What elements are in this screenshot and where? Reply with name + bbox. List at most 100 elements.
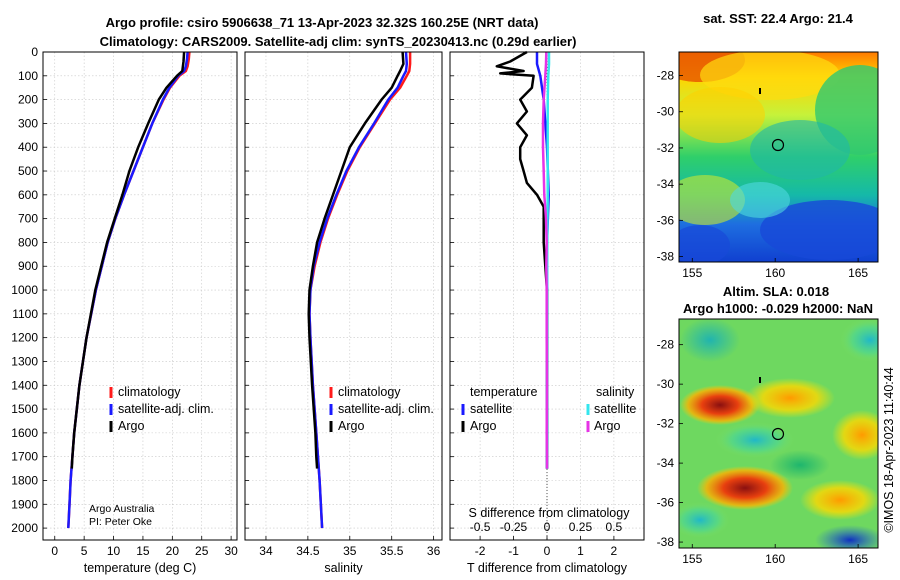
tick-label-x: 36 xyxy=(427,544,441,558)
salinity-panel: 34 34.5 35 35.5 36 salinity xyxy=(244,51,443,575)
map-tick-label-x: 155 xyxy=(682,552,702,566)
tick-label-depth: 1700 xyxy=(11,450,38,464)
legend-label-climatology: climatology xyxy=(338,385,401,399)
tick-label-depth: 100 xyxy=(18,69,38,83)
difference-legend: temperature salinity satellite Argo sate… xyxy=(461,385,636,433)
map-tick-label-x: 165 xyxy=(848,552,868,566)
tick-label-depth: 800 xyxy=(18,235,38,249)
tick-label-x2: 0 xyxy=(544,520,551,534)
axis-label-x: T difference from climatology xyxy=(467,561,628,575)
sst-map-title: sat. SST: 22.4 Argo: 21.4 xyxy=(703,11,854,26)
sst-map-frame xyxy=(678,51,879,263)
map-tick-label-y: -38 xyxy=(657,535,675,549)
tick-label-depth: 600 xyxy=(18,188,38,202)
map-tick-label-y: -28 xyxy=(657,338,675,352)
legend-label-satellite: satellite-adj. clim. xyxy=(118,402,214,416)
tick-label-depth: 1900 xyxy=(11,497,38,511)
legend-label-argo: Argo xyxy=(338,419,364,433)
axis-label-x: salinity xyxy=(324,561,363,575)
tick-label-depth: 1000 xyxy=(11,283,38,297)
map-tick-label-x: 155 xyxy=(682,266,702,280)
legend-title-salinity: salinity xyxy=(596,385,635,399)
tick-label-x2: 0.5 xyxy=(606,520,623,534)
tick-label-depth: 1100 xyxy=(12,307,38,321)
map-tick-label-y: -34 xyxy=(657,177,675,191)
tick-label-x: 2 xyxy=(611,544,618,558)
map-tick-label-x: 165 xyxy=(848,266,868,280)
tick-label-depth: 1200 xyxy=(11,331,38,345)
series-line-climatology xyxy=(308,52,412,529)
tick-label-x: -1 xyxy=(508,544,519,558)
tick-label-depth: 1800 xyxy=(11,473,38,487)
sla-map-axes: 155 160 165 -28 -30 -32 -34 -36 -38 xyxy=(657,338,869,566)
sla-map-subtitle: Argo h1000: -0.029 h2000: NaN xyxy=(683,301,873,316)
tick-label-depth: 1500 xyxy=(11,402,38,416)
argo-position-marker xyxy=(771,427,785,441)
tick-label-x: 5 xyxy=(81,544,88,558)
tick-label-depth: 2000 xyxy=(11,521,38,535)
tick-label-x2: -0.5 xyxy=(470,520,491,534)
map-tick-label-x: 160 xyxy=(765,552,785,566)
legend-label-climatology: climatology xyxy=(118,385,181,399)
tick-label-depth: 500 xyxy=(18,164,38,178)
legend-label-t-argo: Argo xyxy=(470,419,496,433)
legend-label-s-satellite: satellite xyxy=(594,402,636,416)
tick-label-x: 35 xyxy=(343,544,357,558)
tick-label-x: 0 xyxy=(544,544,551,558)
series-line-argo xyxy=(307,51,405,469)
map-tick-label-y: -36 xyxy=(657,496,675,510)
legend-title-temperature: temperature xyxy=(470,385,537,399)
tick-label-depth: 300 xyxy=(18,116,38,130)
map-tick-label-x: 160 xyxy=(765,266,785,280)
tick-label-x: 35.5 xyxy=(380,544,404,558)
salinity-legend: climatology satellite-adj. clim. Argo xyxy=(329,385,434,433)
map-tick-label-y: -30 xyxy=(657,377,675,391)
map-tick-label-y: -28 xyxy=(657,69,675,83)
tick-label-x: 34.5 xyxy=(296,544,320,558)
tick-label-x2: -0.25 xyxy=(500,520,528,534)
sla-map-title: Altim. SLA: 0.018 xyxy=(723,284,829,299)
map-tick-label-y: -32 xyxy=(657,417,675,431)
legend-label-argo: Argo xyxy=(118,419,144,433)
sla-map: Altim. SLA: 0.018 Argo h1000: -0.029 h20… xyxy=(657,284,879,566)
map-tick-label-y: -30 xyxy=(657,105,675,119)
map-tick-label-y: -34 xyxy=(657,456,675,470)
sla-map-frame xyxy=(678,318,879,549)
imos-watermark: ©IMOS 18-Apr-2023 11:40:44 xyxy=(882,367,896,532)
legend-label-t-satellite: satellite xyxy=(470,402,512,416)
tick-label-x: 25 xyxy=(195,544,209,558)
tick-label-depth: 200 xyxy=(18,93,38,107)
tick-label-x: 1 xyxy=(577,544,584,558)
temperature-panel: 0 100 200 300 400 500 600 700 800 900 1000 1100 1200… xyxy=(11,45,238,575)
tick-label-x: 30 xyxy=(224,544,238,558)
legend-label-s-argo: Argo xyxy=(594,419,620,433)
map-tick-label-y: -36 xyxy=(657,213,675,227)
difference-panel: -2 -1 0 1 2 T difference from climatology -0.5… xyxy=(449,50,645,575)
tick-label-depth: 1300 xyxy=(11,354,38,368)
axis-label-x: temperature (deg C) xyxy=(84,561,197,575)
tick-label-depth: 700 xyxy=(18,212,38,226)
tick-label-depth: 900 xyxy=(18,259,38,273)
tick-label-x: -2 xyxy=(475,544,486,558)
tick-label-x: 15 xyxy=(136,544,150,558)
axis-label-x2: S difference from climatology xyxy=(469,506,631,520)
tick-label-x: 10 xyxy=(107,544,121,558)
sla-field xyxy=(679,319,878,548)
plot-frame xyxy=(244,51,443,541)
tick-label-x: 0 xyxy=(51,544,58,558)
credit-line2: PI: Peter Oke xyxy=(89,516,152,528)
argo-position-marker xyxy=(771,138,785,152)
sst-map-axes: 155 160 165 -28 -30 -32 -34 -36 -38 xyxy=(657,69,869,280)
figure-title-line2: Climatology: CARS2009. Satellite-adj cli… xyxy=(100,34,577,49)
tick-label-x2: 0.25 xyxy=(569,520,593,534)
tick-label-x: 34 xyxy=(259,544,273,558)
temperature-legend: climatology satellite-adj. clim. Argo xyxy=(109,385,214,433)
figure-title-line1: Argo profile: csiro 5906638_71 13-Apr-20… xyxy=(106,15,539,30)
series-line-s-argo xyxy=(541,51,549,469)
tick-label-depth: 400 xyxy=(18,140,38,154)
credit-line1: Argo Australia xyxy=(89,503,155,515)
series-line-argo xyxy=(70,51,186,469)
sst-map: sat. SST: 22.4 Argo: 21.4 155 160 165 -28 -3… xyxy=(657,11,879,280)
tick-label-depth: 1400 xyxy=(11,378,38,392)
